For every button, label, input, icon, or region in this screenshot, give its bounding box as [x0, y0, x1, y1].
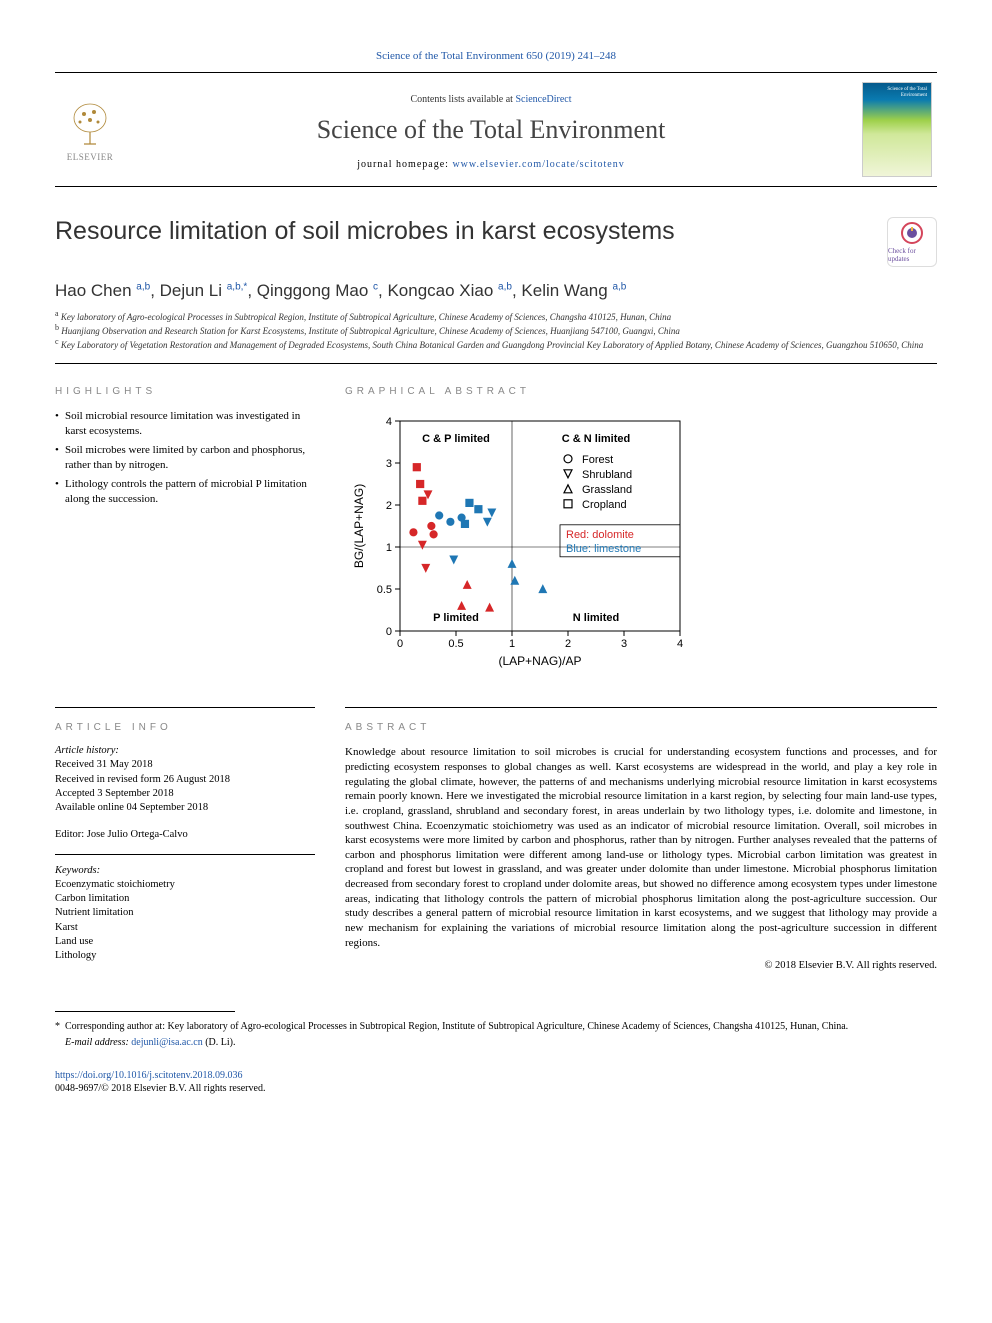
svg-text:Blue: limestone: Blue: limestone [566, 543, 641, 555]
elsevier-tree-icon [66, 98, 114, 150]
affiliation-line: a Key laboratory of Agro-ecological Proc… [55, 309, 937, 323]
svg-text:0.5: 0.5 [448, 638, 463, 650]
check-updates-badge[interactable]: Check for updates [887, 217, 937, 267]
citation-line: Science of the Total Environment 650 (20… [55, 50, 937, 62]
received-date: Received 31 May 2018 [55, 758, 315, 772]
svg-text:Red: dolomite: Red: dolomite [566, 529, 634, 541]
journal-cover-thumbnail: Science of the Total Environment [857, 73, 937, 186]
svg-text:1: 1 [509, 638, 515, 650]
corresponding-author-note: * Corresponding author at: Key laborator… [55, 1020, 937, 1034]
issn-line: 0048-9697/© 2018 Elsevier B.V. All right… [55, 1083, 265, 1094]
keyword-item: Karst [55, 921, 315, 935]
highlight-item: Soil microbes were limited by carbon and… [55, 443, 315, 473]
affiliation-line: c Key Laboratory of Vegetation Restorati… [55, 337, 937, 351]
svg-text:2: 2 [565, 638, 571, 650]
keyword-item: Lithology [55, 949, 315, 963]
abstract-heading: ABSTRACT [345, 722, 937, 733]
keywords-label: Keywords: [55, 865, 315, 876]
svg-text:0: 0 [386, 626, 392, 638]
svg-text:0.5: 0.5 [377, 584, 392, 596]
keyword-item: Nutrient limitation [55, 906, 315, 920]
journal-title: Science of the Total Environment [125, 115, 857, 145]
editor-label: Editor: [55, 829, 84, 840]
online-date: Available online 04 September 2018 [55, 801, 315, 815]
svg-text:4: 4 [386, 416, 392, 428]
abstract-text: Knowledge about resource limitation to s… [345, 745, 937, 950]
authors-line: Hao Chen a,b, Dejun Li a,b,*, Qinggong M… [55, 281, 937, 301]
svg-text:C & N limited: C & N limited [562, 433, 630, 445]
article-info-heading: ARTICLE INFO [55, 722, 315, 733]
svg-text:C & P limited: C & P limited [422, 433, 490, 445]
keyword-item: Carbon limitation [55, 892, 315, 906]
doi-link[interactable]: https://doi.org/10.1016/j.scitotenv.2018… [55, 1070, 243, 1081]
journal-header: ELSEVIER Contents lists available at Sci… [55, 72, 937, 187]
article-title: Resource limitation of soil microbes in … [55, 217, 887, 246]
svg-text:Cropland: Cropland [582, 499, 627, 511]
affiliation-line: b Huanjiang Observation and Research Sta… [55, 323, 937, 337]
highlight-item: Lithology controls the pattern of microb… [55, 477, 315, 507]
journal-homepage: journal homepage: www.elsevier.com/locat… [125, 159, 857, 170]
svg-text:0: 0 [397, 638, 403, 650]
sciencedirect-link[interactable]: ScienceDirect [515, 94, 571, 105]
keyword-item: Ecoenzymatic stoichiometry [55, 878, 315, 892]
publisher-logo: ELSEVIER [55, 73, 125, 186]
svg-text:P limited: P limited [433, 612, 479, 624]
svg-text:Forest: Forest [582, 454, 613, 466]
homepage-link[interactable]: www.elsevier.com/locate/scitotenv [452, 159, 624, 170]
history-label: Article history: [55, 745, 315, 756]
publisher-name: ELSEVIER [67, 152, 114, 162]
contents-available: Contents lists available at ScienceDirec… [125, 94, 857, 105]
accepted-date: Accepted 3 September 2018 [55, 787, 315, 801]
affiliations: a Key laboratory of Agro-ecological Proc… [55, 309, 937, 364]
updates-icon [900, 221, 924, 245]
highlight-item: Soil microbial resource limitation was i… [55, 409, 315, 439]
svg-text:1: 1 [386, 542, 392, 554]
graphical-abstract-heading: GRAPHICAL ABSTRACT [345, 386, 937, 397]
copyright-line: © 2018 Elsevier B.V. All rights reserved… [345, 960, 937, 971]
email-line: E-mail address: dejunli@isa.ac.cn (D. Li… [55, 1036, 937, 1050]
keyword-item: Land use [55, 935, 315, 949]
graphical-abstract-chart: 0 0.5 1 2 3 4 0 0.5 1 2 3 4 (LAP+NAG)/AP BG/(LAP+NAG)… [345, 409, 705, 669]
svg-text:3: 3 [386, 458, 392, 470]
corresponding-email-link[interactable]: dejunli@isa.ac.cn [131, 1037, 202, 1048]
svg-text:Grassland: Grassland [582, 484, 632, 496]
svg-text:Shrubland: Shrubland [582, 469, 632, 481]
svg-text:2: 2 [386, 500, 392, 512]
editor-name: Jose Julio Ortega-Calvo [87, 829, 188, 840]
svg-text:BG/(LAP+NAG): BG/(LAP+NAG) [352, 484, 366, 568]
svg-text:(LAP+NAG)/AP: (LAP+NAG)/AP [498, 654, 581, 668]
revised-date: Received in revised form 26 August 2018 [55, 773, 315, 787]
svg-text:4: 4 [677, 638, 683, 650]
svg-text:N limited: N limited [573, 612, 619, 624]
highlights-list: Soil microbial resource limitation was i… [55, 409, 315, 506]
highlights-heading: HIGHLIGHTS [55, 386, 315, 397]
svg-text:3: 3 [621, 638, 627, 650]
